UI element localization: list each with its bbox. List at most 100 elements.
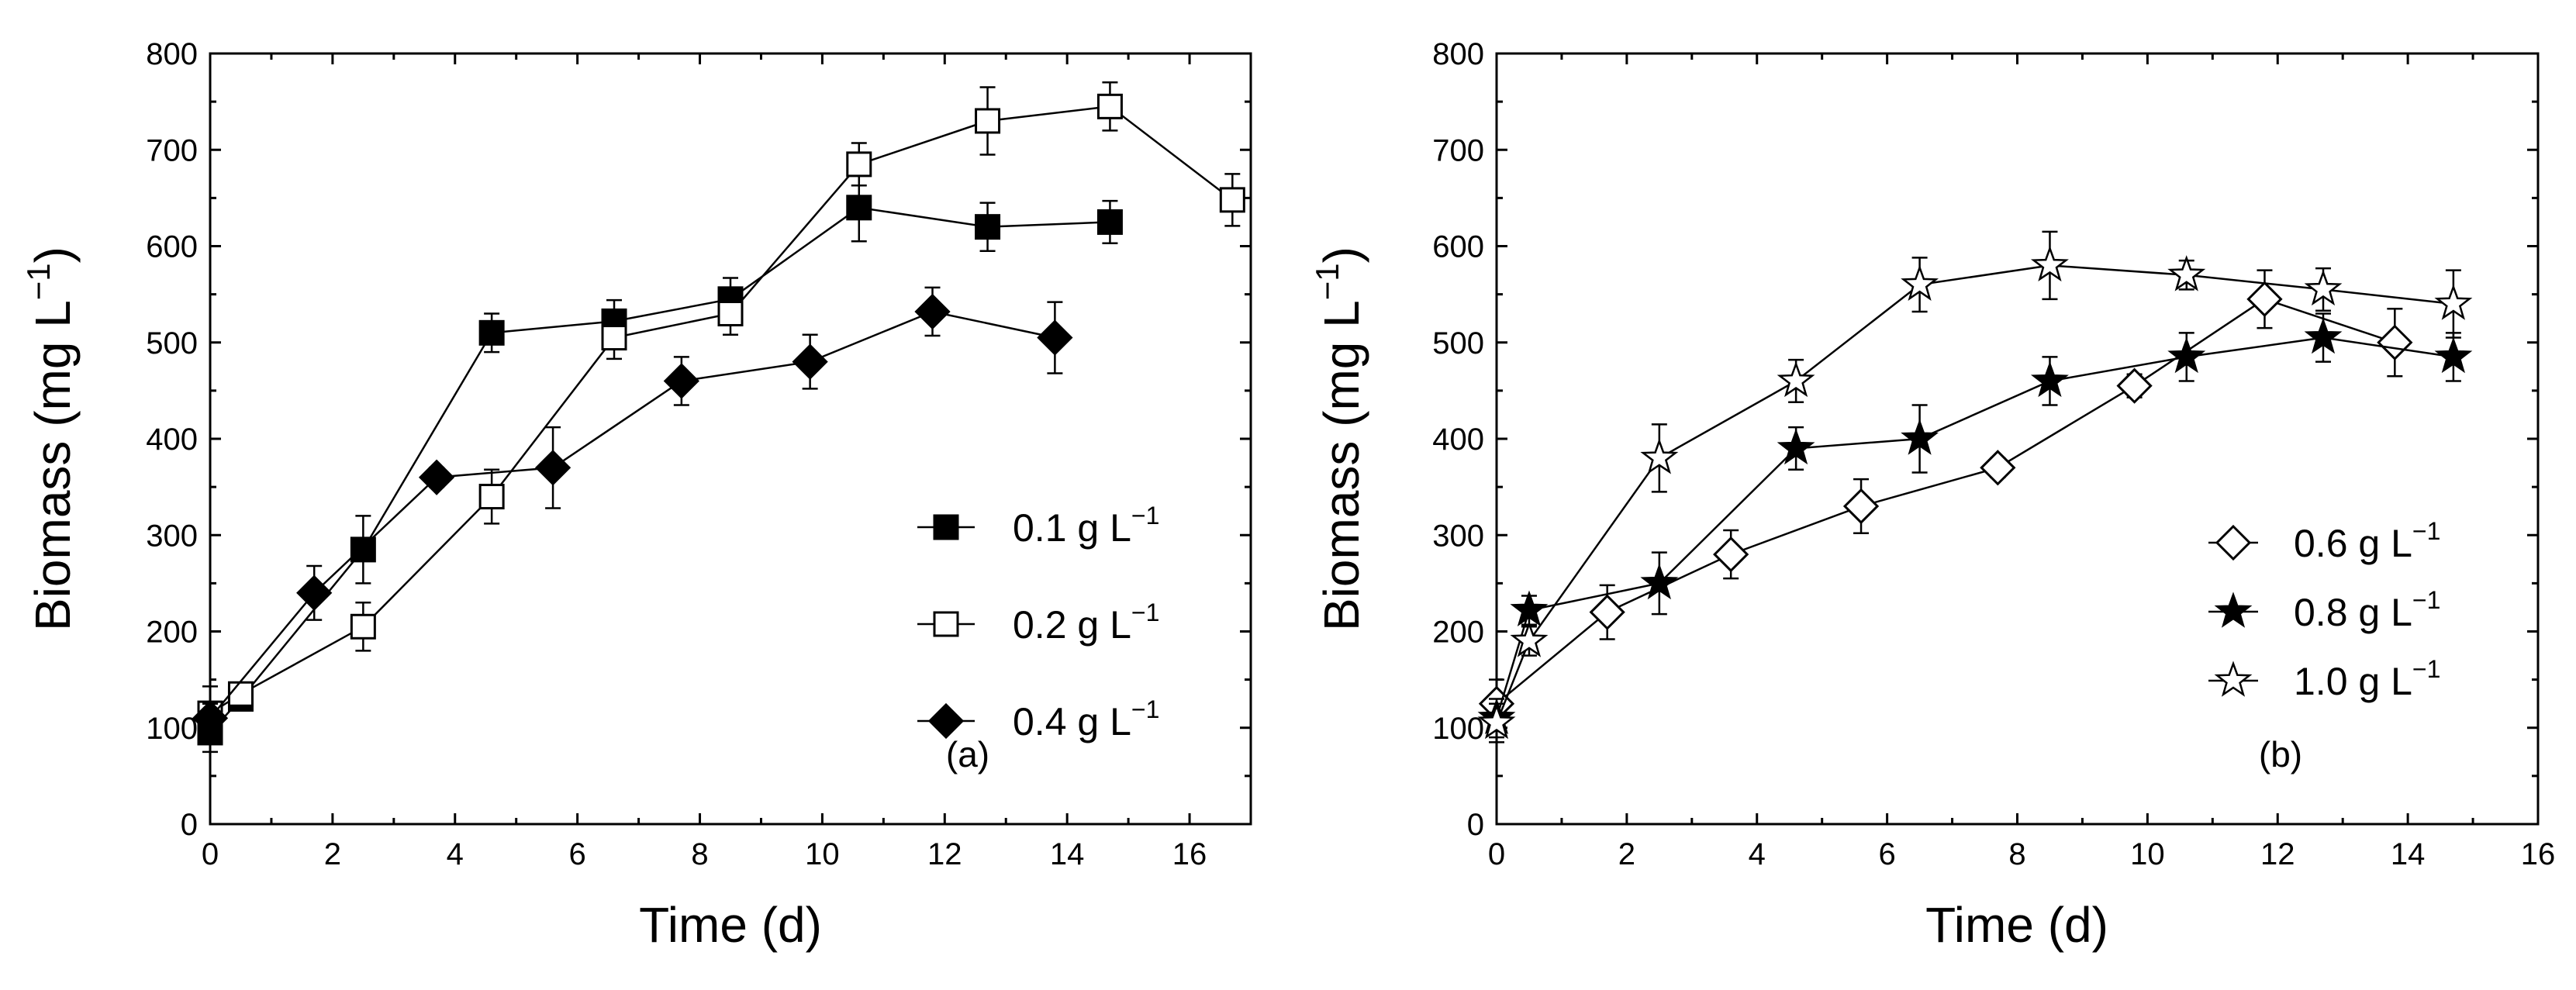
legend-label: 0.2 g L−1	[1013, 598, 1159, 647]
data-point	[1589, 594, 1625, 630]
legend-label-superscript: −1	[2412, 655, 2440, 683]
data-point	[350, 536, 376, 563]
data-point	[1037, 319, 1073, 356]
x-tick-label: 10	[805, 837, 840, 871]
x-axis-label: Time (d)	[639, 897, 822, 953]
data-point	[296, 574, 333, 611]
data-point	[846, 151, 872, 178]
legend-entry: 0.2 g L−1	[917, 598, 1159, 647]
y-axis-label: Biomass (mg L−1)	[1309, 247, 1369, 631]
y-tick-label: 200	[146, 616, 198, 650]
legend-entry: 0.4 g L−1	[917, 695, 1159, 743]
x-tick-label: 14	[1050, 837, 1085, 871]
data-point	[478, 484, 505, 510]
y-axis-label: Biomass (mg L−1)	[20, 247, 81, 631]
legend-label-superscript: −1	[1131, 502, 1159, 529]
y-axis-label-text: Biomass (mg L	[1314, 300, 1369, 631]
x-tick-label: 2	[324, 837, 341, 871]
data-point	[1901, 264, 1939, 301]
x-axis-label: Time (d)	[1925, 897, 2108, 953]
data-point	[2246, 281, 2283, 317]
x-tick-label: 12	[927, 837, 962, 871]
y-tick-label: 500	[146, 326, 198, 360]
legend-label: 0.8 g L−1	[2294, 586, 2440, 634]
legend-label: 0.6 g L−1	[2294, 517, 2440, 565]
legend-entry: 1.0 g L−1	[2208, 655, 2440, 703]
y-axis-label-superscript: −1	[1309, 263, 1345, 300]
x-tick-label: 8	[691, 837, 708, 871]
y-tick-label: 0	[181, 808, 198, 842]
legend-label-superscript: −1	[1131, 695, 1159, 723]
data-point	[601, 325, 627, 351]
legend-marker	[927, 702, 965, 740]
x-tick-label: 12	[2260, 837, 2295, 871]
y-tick-label: 200	[1432, 616, 1484, 650]
x-tick-label: 0	[202, 837, 219, 871]
x-tick-label: 0	[1488, 837, 1505, 871]
y-tick-label: 0	[1467, 808, 1484, 842]
legend-entry: 0.6 g L−1	[2208, 517, 2440, 565]
plot-frame	[1495, 52, 2540, 826]
data-point	[1477, 702, 1516, 740]
series-line	[209, 105, 1234, 715]
series-3	[192, 286, 1073, 736]
y-tick-label: 800	[1432, 37, 1484, 71]
data-point	[1096, 93, 1123, 119]
legend-label-text: 0.8 g L	[2294, 591, 2412, 634]
legend-label: 0.1 g L−1	[1013, 502, 1159, 550]
x-tick-label: 8	[2008, 837, 2025, 871]
data-point	[1219, 187, 1245, 213]
data-point	[534, 450, 571, 486]
data-point	[846, 195, 872, 221]
x-tick-label: 4	[1749, 837, 1766, 871]
y-tick-label: 300	[1432, 519, 1484, 553]
y-tick-label: 400	[146, 423, 198, 457]
y-tick-label: 600	[146, 230, 198, 264]
x-tick-label: 6	[1879, 837, 1896, 871]
y-tick-label: 500	[1432, 326, 1484, 360]
y-tick-label: 100	[146, 712, 198, 746]
data-point	[1640, 438, 1679, 474]
data-point	[792, 343, 828, 380]
data-point	[975, 214, 1001, 240]
legend-label-text: 0.2 g L	[1013, 603, 1131, 647]
y-axis-label-text: Biomass (mg L	[25, 300, 81, 631]
data-point	[2030, 360, 2069, 398]
legend-label-text: 0.1 g L	[1013, 506, 1131, 550]
legend: 0.6 g L−10.8 g L−11.0 g L−1	[2208, 517, 2440, 703]
x-tick-label: 10	[2130, 837, 2165, 871]
legend-marker	[933, 514, 959, 540]
legend-label-text: 0.6 g L	[2294, 522, 2412, 565]
data-point	[418, 459, 455, 495]
y-axis-label-close: )	[25, 247, 81, 263]
legend-marker	[2214, 592, 2253, 628]
data-point	[914, 293, 951, 330]
data-point	[717, 300, 744, 326]
data-point	[1901, 419, 1939, 455]
y-tick-label: 300	[146, 519, 198, 553]
y-tick-label: 800	[146, 37, 198, 71]
legend-label: 0.4 g L−1	[1013, 695, 1159, 743]
data-point	[663, 363, 699, 399]
x-tick-label: 6	[569, 837, 586, 871]
series-line	[1496, 298, 2395, 705]
y-axis-label-superscript: −1	[20, 263, 57, 300]
data-point	[1980, 450, 2016, 486]
data-point	[2304, 269, 2343, 306]
data-point	[2116, 367, 2153, 404]
y-tick-label: 600	[1432, 230, 1484, 264]
data-point	[1510, 621, 1549, 657]
series-line	[209, 310, 1055, 719]
legend-marker	[2214, 661, 2253, 697]
x-tick-label: 2	[1618, 837, 1635, 871]
data-point	[2167, 336, 2206, 374]
y-tick-label: 100	[1432, 712, 1484, 746]
x-tick-label: 14	[2391, 837, 2426, 871]
data-point	[2304, 317, 2343, 354]
legend: 0.1 g L−10.2 g L−10.4 g L−1	[917, 502, 1159, 743]
legend-label: 1.0 g L−1	[2294, 655, 2440, 703]
legend-entry: 0.8 g L−1	[2208, 586, 2440, 634]
y-tick-label: 400	[1432, 423, 1484, 457]
legend-entry: 0.1 g L−1	[917, 502, 1159, 550]
